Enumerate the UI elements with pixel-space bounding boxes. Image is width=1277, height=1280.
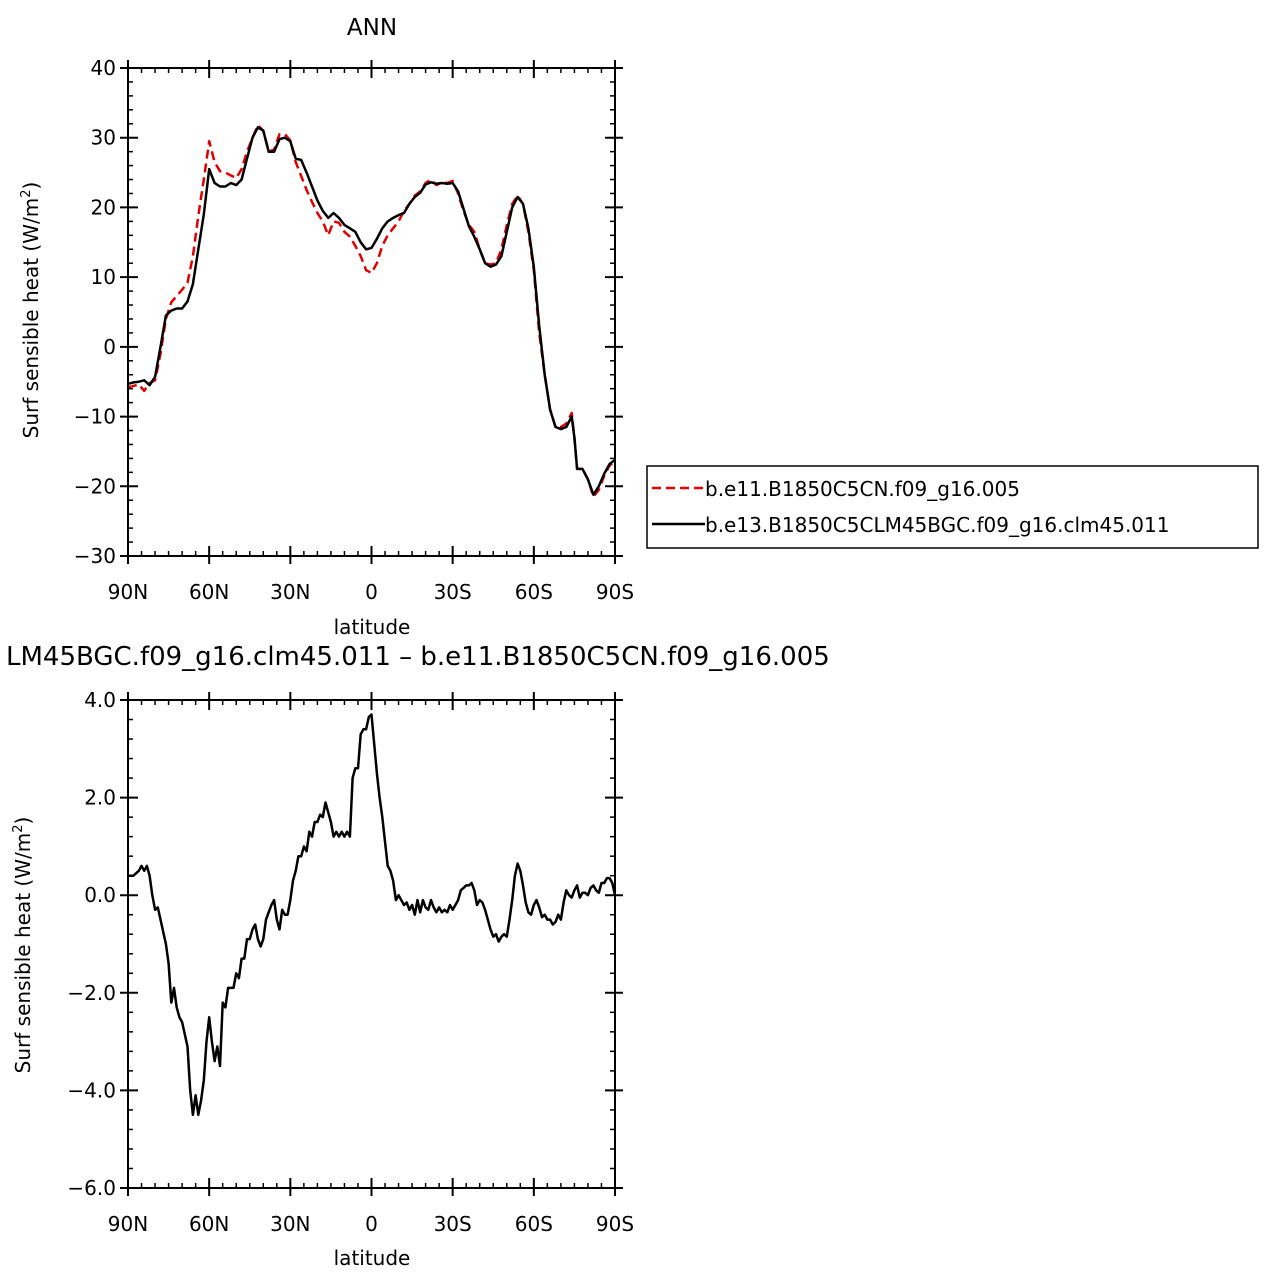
top-x-tick-label: 90S <box>596 580 634 604</box>
top-x-axis: 90N 60N 30N 0 30S 60S 90S <box>108 60 634 604</box>
top-y-tick-label: 10 <box>91 265 116 289</box>
bottom-y-axis-label: Surf sensible heat (W/m2) <box>11 817 35 1074</box>
bottom-series-line-1 <box>128 713 617 1117</box>
top-x-tick-label: 60N <box>189 580 229 604</box>
bottom-chart-title: LM45BGC.f09_g16.clm45.011 – b.e11.B1850C… <box>6 642 830 672</box>
top-x-tick-label: 30N <box>270 580 310 604</box>
bottom-x-tick-label: 30N <box>270 1212 310 1236</box>
bottom-x-axis-label: latitude <box>334 1246 411 1270</box>
legend-label-series-1: b.e11.B1850C5CN.f09_g16.005 <box>705 477 1020 501</box>
bottom-y-axis: 4.0 2.0 0.0 −2.0 −4.0 −6.0 <box>67 688 623 1200</box>
top-legend: b.e11.B1850C5CN.f09_g16.005 b.e13.B1850C… <box>646 465 1259 549</box>
top-x-tick-label: 30S <box>434 580 472 604</box>
bottom-x-tick-label: 60S <box>515 1212 553 1236</box>
legend-label-series-2: b.e13.B1850C5CLM45BGC.f09_g16.clm45.011 <box>705 513 1169 537</box>
bottom-x-axis: 90N 60N 30N 0 30S 60S 90S <box>108 692 634 1236</box>
top-y-tick-label: −30 <box>74 544 116 568</box>
bottom-x-tick-label: 60N <box>189 1212 229 1236</box>
top-y-axis-label: Surf sensible heat (W/m2) <box>19 182 43 439</box>
top-plot-lines <box>127 123 616 498</box>
top-y-tick-label: −10 <box>74 405 116 429</box>
bottom-x-tick-label: 30S <box>434 1212 472 1236</box>
top-y-tick-label: 0 <box>103 335 116 359</box>
top-x-axis-label: latitude <box>334 615 411 639</box>
top-series-line-2 <box>127 126 616 496</box>
bottom-y-tick-label: −4.0 <box>67 1078 116 1102</box>
bottom-y-tick-label: 4.0 <box>84 688 116 712</box>
top-y-tick-label: 20 <box>91 195 116 219</box>
bottom-y-tick-label: −6.0 <box>67 1176 116 1200</box>
bottom-plot-frame <box>127 699 616 1189</box>
top-y-tick-label: −20 <box>74 474 116 498</box>
top-chart-title: ANN <box>347 15 397 41</box>
bottom-plot-lines <box>128 713 617 1117</box>
bottom-x-tick-label: 90S <box>596 1212 634 1236</box>
top-y-tick-label: 30 <box>91 126 116 150</box>
bottom-y-tick-label: 0.0 <box>84 883 116 907</box>
bottom-y-tick-label: 2.0 <box>84 786 116 810</box>
bottom-y-tick-label: −2.0 <box>67 981 116 1005</box>
top-x-tick-label: 0 <box>365 580 378 604</box>
bottom-chart-panel: LM45BGC.f09_g16.clm45.011 – b.e11.B1850C… <box>6 642 830 1270</box>
top-x-tick-label: 90N <box>108 580 148 604</box>
bottom-x-tick-label: 90N <box>108 1212 148 1236</box>
legend-frame <box>646 465 1259 549</box>
top-x-tick-label: 60S <box>515 580 553 604</box>
top-plot-frame <box>127 67 616 557</box>
top-series-line-1 <box>127 123 616 498</box>
top-y-axis: 40 30 20 10 0 −10 −20 −30 <box>74 56 623 568</box>
bottom-x-tick-label: 0 <box>365 1212 378 1236</box>
top-y-tick-label: 40 <box>91 56 116 80</box>
